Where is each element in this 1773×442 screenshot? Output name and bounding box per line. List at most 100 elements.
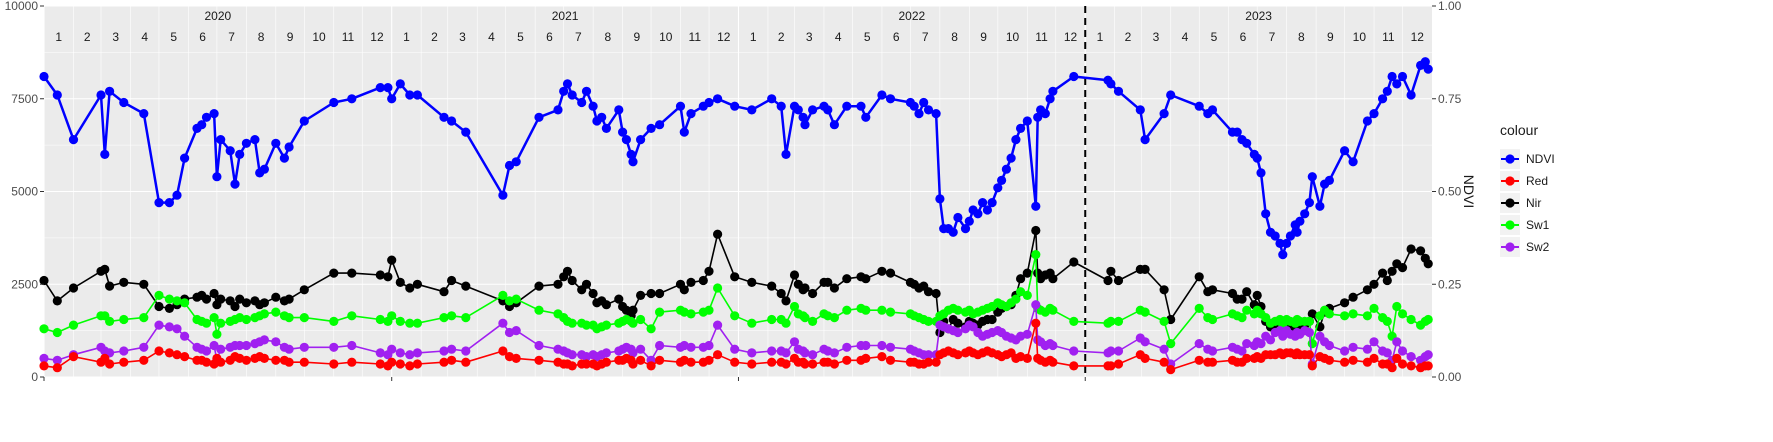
data-point-sw2 — [1392, 337, 1402, 347]
data-point-nir — [1378, 268, 1388, 278]
left-tick-label: 7500 — [11, 92, 38, 106]
data-point-nir — [628, 305, 638, 315]
month-label: 7 — [1269, 30, 1276, 44]
data-point-ndvi — [935, 194, 945, 204]
month-label: 4 — [488, 30, 495, 44]
data-point-sw1 — [1423, 314, 1433, 325]
data-point-sw1 — [164, 294, 174, 304]
data-point-nir — [241, 298, 251, 308]
data-point-red — [655, 355, 665, 365]
left-tick-label: 5000 — [11, 185, 38, 199]
data-point-ndvi — [953, 212, 963, 223]
data-point-ndvi — [923, 105, 934, 115]
data-point-ndvi — [1295, 216, 1305, 226]
data-point-sw2 — [259, 335, 269, 345]
data-point-sw2 — [1048, 340, 1058, 351]
data-point-ndvi — [96, 90, 106, 100]
data-point-nir — [553, 279, 563, 289]
data-point-sw2 — [201, 346, 212, 356]
data-point-ndvi — [829, 120, 840, 130]
data-point-red — [119, 357, 129, 367]
data-point-sw1 — [767, 314, 777, 325]
data-point-sw1 — [1397, 309, 1408, 319]
data-point-red — [567, 361, 577, 371]
data-point-red — [730, 357, 740, 367]
data-point-nir — [923, 287, 934, 297]
data-point-ndvi — [562, 79, 573, 89]
year-label: 2022 — [899, 9, 926, 23]
data-point-red — [686, 357, 696, 367]
data-point-ndvi — [919, 97, 929, 108]
data-point-red — [1207, 357, 1218, 367]
data-point-nir — [931, 288, 941, 299]
data-point-red — [885, 355, 896, 365]
data-point-ndvi — [1378, 94, 1388, 104]
data-point-sw2 — [1304, 327, 1314, 338]
data-point-red — [259, 353, 269, 363]
data-point-red — [271, 355, 281, 365]
data-point-ndvi — [559, 86, 569, 96]
data-point-ndvi — [730, 101, 740, 111]
data-point-sw1 — [1237, 313, 1247, 323]
data-point-ndvi — [1275, 238, 1285, 248]
data-point-red — [842, 355, 852, 365]
data-point-nir — [405, 283, 415, 293]
data-point-red — [68, 352, 79, 362]
data-point-nir — [655, 288, 665, 299]
data-point-nir — [713, 229, 723, 239]
legend-item-red: Red — [1500, 171, 1548, 191]
data-point-ndvi — [1252, 153, 1262, 163]
data-point-red — [767, 357, 777, 367]
data-point-nir — [534, 281, 544, 291]
data-point-red — [1069, 361, 1079, 371]
data-point-ndvi — [172, 190, 182, 200]
data-point-ndvi — [1207, 105, 1218, 115]
data-point-ndvi — [299, 116, 309, 126]
data-point-sw1 — [180, 298, 190, 308]
data-point-sw2 — [1369, 337, 1379, 347]
year-label: 2021 — [552, 9, 579, 23]
right-y-axis: 0.00 0.25 0.50 0.75 1.00 — [1432, 0, 1462, 384]
data-point-red — [154, 346, 164, 356]
data-point-sw1 — [299, 313, 309, 323]
data-point-sw1 — [375, 314, 385, 325]
legend-key-marker — [1505, 154, 1515, 164]
data-point-ndvi — [461, 127, 471, 137]
data-point-sw1 — [172, 296, 182, 306]
data-point-nir — [686, 277, 696, 287]
data-point-sw1 — [646, 324, 656, 334]
month-label: 6 — [199, 30, 206, 44]
data-point-red — [1048, 357, 1058, 367]
data-point-sw2 — [271, 337, 281, 347]
data-point-sw2 — [1340, 346, 1350, 356]
data-point-sw1 — [1048, 305, 1058, 315]
data-point-sw2 — [877, 340, 887, 351]
legend-key-marker — [1505, 242, 1515, 252]
legend-key-marker — [1505, 176, 1515, 186]
data-point-sw1 — [1242, 305, 1252, 315]
data-point-sw2 — [1159, 344, 1169, 354]
data-point-red — [636, 355, 646, 365]
data-point-nir — [1362, 285, 1372, 295]
data-point-nir — [823, 277, 833, 287]
data-point-nir — [747, 277, 757, 287]
data-point-sw2 — [1237, 346, 1247, 356]
data-point-ndvi — [713, 94, 723, 104]
month-label: 3 — [459, 30, 466, 44]
legend-item-sw1: Sw1 — [1500, 215, 1550, 235]
data-point-ndvi — [1048, 86, 1058, 96]
data-point-sw1 — [567, 318, 577, 328]
data-point-ndvi — [383, 83, 393, 93]
year-label: 2020 — [205, 9, 232, 23]
data-point-red — [52, 363, 62, 373]
data-point-sw1 — [212, 329, 222, 339]
month-label: 4 — [835, 30, 842, 44]
data-point-red — [241, 355, 251, 365]
data-point-sw1 — [781, 318, 791, 328]
data-point-sw2 — [829, 348, 840, 358]
data-point-nir — [1348, 292, 1358, 302]
data-point-red — [931, 357, 941, 367]
data-point-nir — [1242, 287, 1252, 297]
data-point-nir — [1103, 275, 1113, 286]
data-point-nir — [1048, 274, 1058, 284]
